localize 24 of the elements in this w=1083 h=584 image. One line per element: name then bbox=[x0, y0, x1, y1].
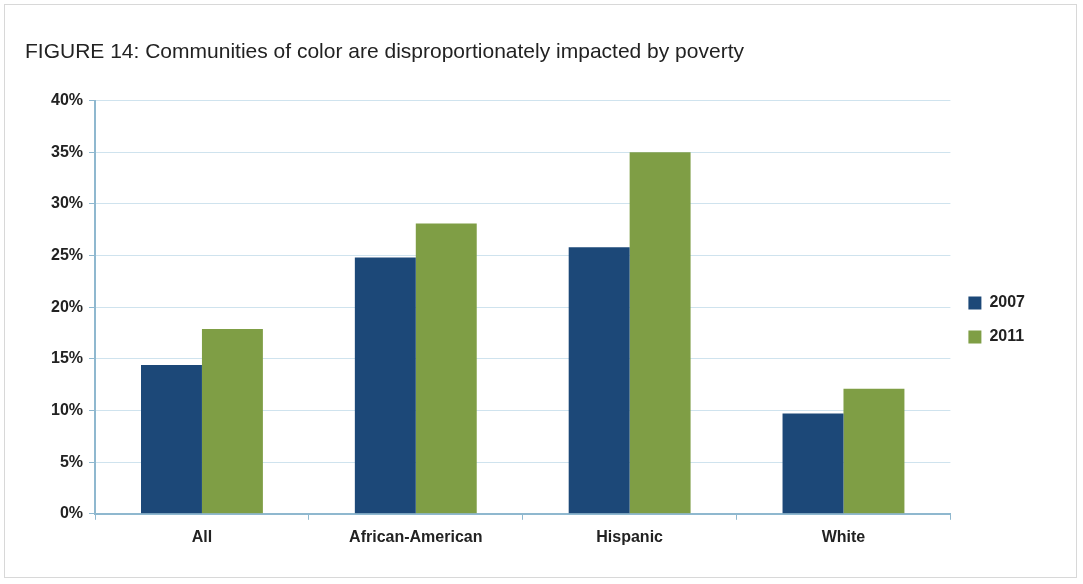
bar bbox=[843, 388, 905, 514]
x-tick-label: White bbox=[821, 527, 866, 545]
bar bbox=[629, 152, 691, 514]
bar bbox=[415, 223, 477, 514]
y-tick-label: 35% bbox=[50, 142, 84, 160]
x-tick-label: African-American bbox=[349, 527, 483, 545]
y-tick-label: 5% bbox=[59, 452, 84, 470]
bar bbox=[568, 247, 630, 514]
chart-title: FIGURE 14: Communities of color are disproportionately impacted by poverty bbox=[25, 39, 744, 63]
x-tick-label: Hispanic bbox=[596, 527, 664, 545]
legend-label: 2007 bbox=[989, 293, 1026, 311]
y-tick-label: 15% bbox=[50, 349, 84, 367]
x-tick-label: All bbox=[191, 527, 213, 545]
y-tick-label: 30% bbox=[50, 194, 84, 212]
legend-label: 2011 bbox=[989, 327, 1025, 345]
y-tick-label: 20% bbox=[50, 297, 84, 315]
bar bbox=[201, 328, 263, 514]
y-tick-label: 10% bbox=[50, 400, 84, 418]
y-tick-label: 0% bbox=[59, 504, 84, 522]
bar bbox=[354, 257, 416, 514]
y-tick-label: 25% bbox=[50, 245, 84, 263]
y-tick-label: 40% bbox=[50, 91, 84, 109]
bar bbox=[141, 365, 202, 514]
bar bbox=[782, 413, 844, 514]
